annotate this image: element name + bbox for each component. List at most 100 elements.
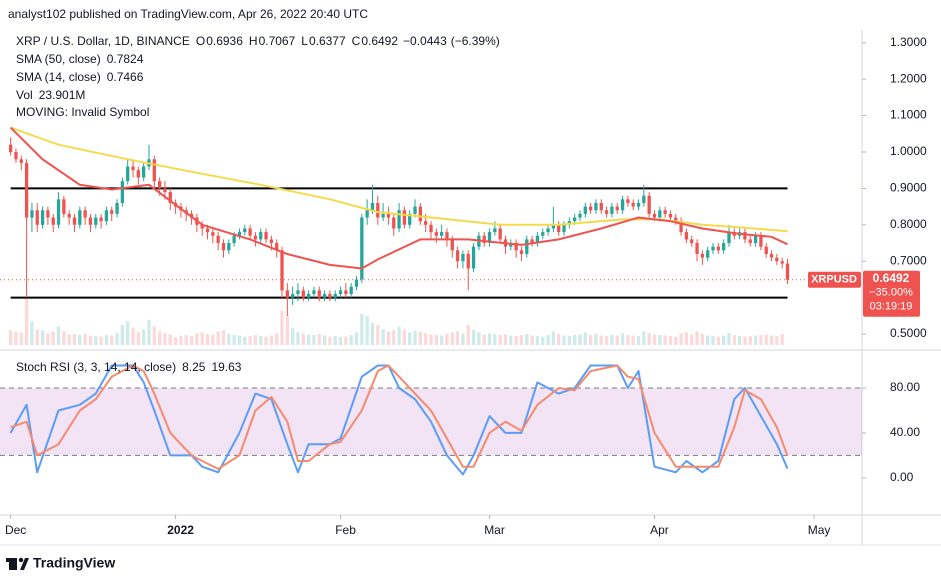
legend-text: 0.7466 xyxy=(107,70,144,84)
volume-bar xyxy=(652,334,657,345)
candle-body xyxy=(322,294,327,298)
volume-bar xyxy=(338,337,343,345)
candle-body xyxy=(679,221,683,233)
volume-bar xyxy=(94,336,98,345)
volume-bar xyxy=(179,335,183,345)
volume-bar xyxy=(493,333,497,345)
tradingview-logo xyxy=(6,557,29,570)
candle-body xyxy=(365,210,369,218)
candle-body xyxy=(652,213,657,218)
volume-bar xyxy=(429,334,433,345)
candle-body xyxy=(376,202,380,218)
volume-bar xyxy=(737,336,742,345)
volume-bar xyxy=(99,336,103,345)
candle-body xyxy=(301,290,305,298)
volume-bar xyxy=(312,335,316,345)
volume-bar xyxy=(78,335,82,345)
candle-body xyxy=(418,206,423,222)
y-tick-label: 1.0000 xyxy=(890,144,927,158)
volume-bar xyxy=(498,335,502,345)
volume-bar xyxy=(684,332,689,345)
volume-bar xyxy=(216,331,220,345)
candle-body xyxy=(695,243,699,254)
volume-bar xyxy=(46,333,50,345)
volume-bar xyxy=(19,332,23,345)
candle-body xyxy=(599,202,603,211)
volume-bar xyxy=(147,319,151,345)
volume-bar xyxy=(636,336,641,345)
volume-bar xyxy=(237,335,242,345)
volume-bar xyxy=(514,336,518,345)
volume-bar xyxy=(610,335,614,345)
volume-bar xyxy=(509,335,513,345)
candle-body xyxy=(674,217,678,222)
y-tick-label: 0.7000 xyxy=(890,253,927,267)
legend-text: 19.63 xyxy=(211,360,241,374)
volume-bar xyxy=(439,335,444,345)
candle-body xyxy=(413,206,417,214)
candle-body xyxy=(232,235,236,244)
volume-bar xyxy=(136,331,140,345)
volume-bar xyxy=(376,325,380,345)
candle-body xyxy=(386,213,391,218)
volume-bar xyxy=(397,326,401,345)
volume-bar xyxy=(205,333,210,345)
candle-body xyxy=(115,202,119,214)
symbol-label: XRPUSD xyxy=(811,274,857,286)
volume-bar xyxy=(280,310,284,345)
volume-bar xyxy=(392,330,396,345)
volume-bar xyxy=(152,326,156,345)
y-tick-label: 1.3000 xyxy=(890,35,927,49)
candle-body xyxy=(727,232,731,244)
candle-body xyxy=(573,217,577,222)
volume-bar xyxy=(285,314,289,345)
footer-brand: TradingView xyxy=(33,555,115,571)
candle-body xyxy=(546,228,550,233)
legend-text: L xyxy=(301,34,308,48)
candle-body xyxy=(711,246,715,251)
candle-body xyxy=(216,235,220,244)
candle-body xyxy=(769,253,774,258)
volume-bar xyxy=(626,335,630,345)
candle-body xyxy=(306,294,311,298)
volume-bar xyxy=(631,335,635,345)
volume-bar xyxy=(530,335,534,345)
volume-bar xyxy=(381,329,385,345)
candle-body xyxy=(604,210,609,214)
volume-bar xyxy=(477,332,481,345)
price-label: 0.6492 xyxy=(873,271,910,285)
volume-bar xyxy=(583,332,587,345)
volume-bar xyxy=(349,335,353,345)
candle-body xyxy=(588,206,593,211)
candle-body xyxy=(493,228,497,233)
volume-bar xyxy=(413,330,417,345)
candle-body xyxy=(126,166,130,182)
volume-bar xyxy=(333,336,337,345)
candle-body xyxy=(722,243,726,251)
volume-bar xyxy=(14,331,18,345)
legend-text: XRP / U.S. Dollar, 1D, BINANCE xyxy=(16,34,190,48)
candle-body xyxy=(56,199,61,225)
candle-body xyxy=(78,210,82,225)
legend-text: 0.7067 xyxy=(259,34,296,48)
candle-body xyxy=(110,210,114,214)
candle-body xyxy=(296,290,300,295)
volume-bar xyxy=(402,329,407,345)
candle-body xyxy=(424,221,428,225)
volume-bar xyxy=(243,336,247,345)
legend-text: 23.901M xyxy=(39,88,86,102)
volume-bar xyxy=(690,334,694,345)
legend-text: C xyxy=(352,34,361,48)
volume-bar xyxy=(131,328,135,345)
candle-body xyxy=(392,217,396,229)
candle-body xyxy=(253,235,258,240)
y-tick-label: 1.2000 xyxy=(890,71,927,85)
candle-body xyxy=(775,257,779,262)
volume-bar xyxy=(227,333,231,345)
candle-body xyxy=(785,263,790,280)
volume-bar xyxy=(40,330,45,345)
legend-text: (−6.39%) xyxy=(451,34,500,48)
candle-body xyxy=(700,253,705,258)
volume-bar xyxy=(67,334,71,345)
volume-bar xyxy=(658,335,662,345)
